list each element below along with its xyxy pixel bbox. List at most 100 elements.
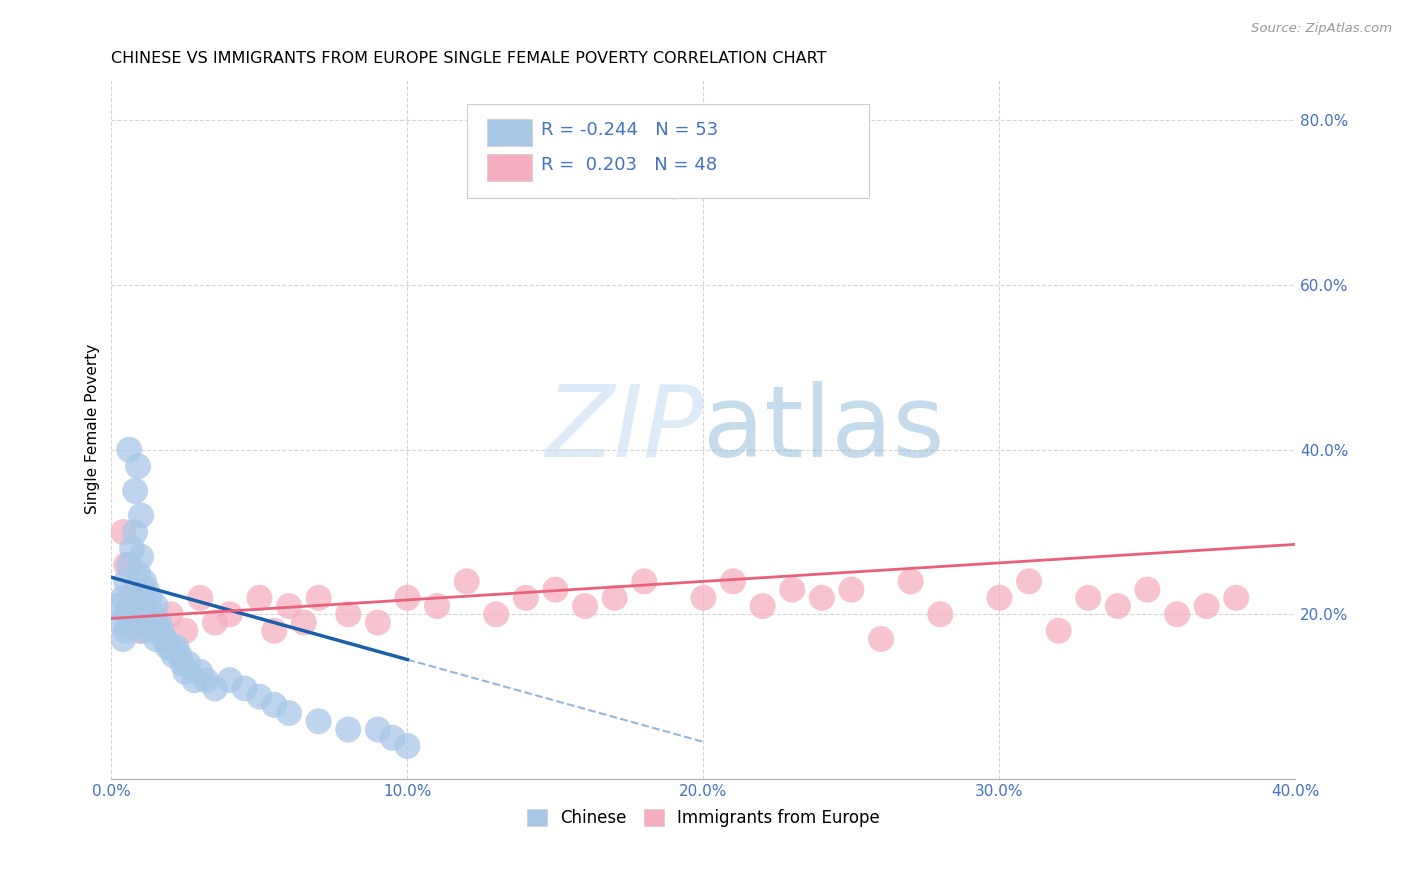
Point: [278, 706, 301, 720]
Point: [603, 591, 626, 605]
Point: [124, 524, 146, 539]
Point: [139, 624, 162, 638]
Point: [159, 640, 181, 655]
Point: [112, 591, 135, 605]
Point: [162, 648, 184, 663]
Point: [142, 607, 165, 622]
Point: [127, 607, 149, 622]
Point: [148, 615, 170, 630]
Point: [105, 599, 128, 613]
Point: [112, 632, 135, 646]
Point: [633, 574, 655, 589]
Point: [183, 673, 205, 688]
Point: [118, 558, 141, 572]
Point: [263, 624, 285, 638]
Point: [124, 607, 146, 622]
Point: [121, 599, 143, 613]
Point: [145, 599, 167, 613]
Point: [367, 615, 389, 630]
Text: Source: ZipAtlas.com: Source: ZipAtlas.com: [1251, 22, 1392, 36]
Point: [1136, 582, 1159, 597]
Point: [426, 599, 449, 613]
Point: [263, 698, 285, 712]
Point: [841, 582, 863, 597]
Point: [118, 615, 141, 630]
Point: [115, 607, 138, 622]
Point: [121, 541, 143, 556]
Point: [929, 607, 952, 622]
Point: [544, 582, 567, 597]
Text: R = -0.244   N = 53: R = -0.244 N = 53: [541, 121, 718, 139]
Point: [308, 591, 330, 605]
Point: [129, 591, 152, 605]
FancyBboxPatch shape: [486, 154, 531, 181]
Point: [396, 739, 419, 753]
Point: [1166, 607, 1188, 622]
Text: ZIP: ZIP: [546, 381, 703, 477]
Point: [118, 591, 141, 605]
Point: [721, 574, 744, 589]
Point: [174, 665, 197, 679]
Y-axis label: Single Female Poverty: Single Female Poverty: [86, 344, 100, 515]
Point: [139, 591, 162, 605]
Point: [870, 632, 893, 646]
Point: [218, 607, 240, 622]
Point: [988, 591, 1011, 605]
Point: [204, 615, 226, 630]
Point: [132, 607, 155, 622]
Point: [145, 615, 167, 630]
Point: [127, 566, 149, 581]
Point: [159, 607, 181, 622]
Point: [129, 624, 152, 638]
Point: [367, 723, 389, 737]
Point: [150, 624, 173, 638]
Point: [112, 524, 135, 539]
Point: [124, 615, 146, 630]
Point: [169, 648, 191, 663]
Point: [1225, 591, 1247, 605]
Point: [233, 681, 256, 696]
Point: [204, 681, 226, 696]
Text: CHINESE VS IMMIGRANTS FROM EUROPE SINGLE FEMALE POVERTY CORRELATION CHART: CHINESE VS IMMIGRANTS FROM EUROPE SINGLE…: [111, 51, 827, 66]
Legend: Chinese, Immigrants from Europe: Chinese, Immigrants from Europe: [520, 802, 886, 833]
Point: [278, 599, 301, 613]
Point: [153, 632, 176, 646]
Point: [1047, 624, 1070, 638]
Point: [396, 591, 419, 605]
Text: R =  0.203   N = 48: R = 0.203 N = 48: [541, 156, 717, 175]
FancyBboxPatch shape: [467, 103, 869, 198]
Point: [485, 607, 508, 622]
Point: [118, 442, 141, 457]
Point: [129, 508, 152, 523]
Point: [900, 574, 922, 589]
Point: [1018, 574, 1040, 589]
Point: [115, 558, 138, 572]
Point: [381, 731, 404, 745]
Point: [127, 459, 149, 474]
Point: [337, 607, 360, 622]
Point: [188, 665, 211, 679]
Point: [136, 582, 159, 597]
Point: [811, 591, 834, 605]
Point: [124, 582, 146, 597]
Point: [188, 591, 211, 605]
Point: [249, 690, 271, 704]
FancyBboxPatch shape: [486, 120, 531, 145]
Point: [110, 615, 132, 630]
Point: [174, 624, 197, 638]
Point: [692, 591, 714, 605]
Point: [132, 574, 155, 589]
Point: [515, 591, 537, 605]
Point: [172, 657, 194, 671]
Point: [153, 632, 176, 646]
Point: [249, 591, 271, 605]
Point: [751, 599, 773, 613]
Point: [662, 179, 685, 194]
Point: [1077, 591, 1099, 605]
Point: [780, 582, 803, 597]
Point: [337, 723, 360, 737]
Point: [166, 640, 188, 655]
Point: [574, 599, 596, 613]
Point: [218, 673, 240, 688]
Point: [156, 640, 179, 655]
